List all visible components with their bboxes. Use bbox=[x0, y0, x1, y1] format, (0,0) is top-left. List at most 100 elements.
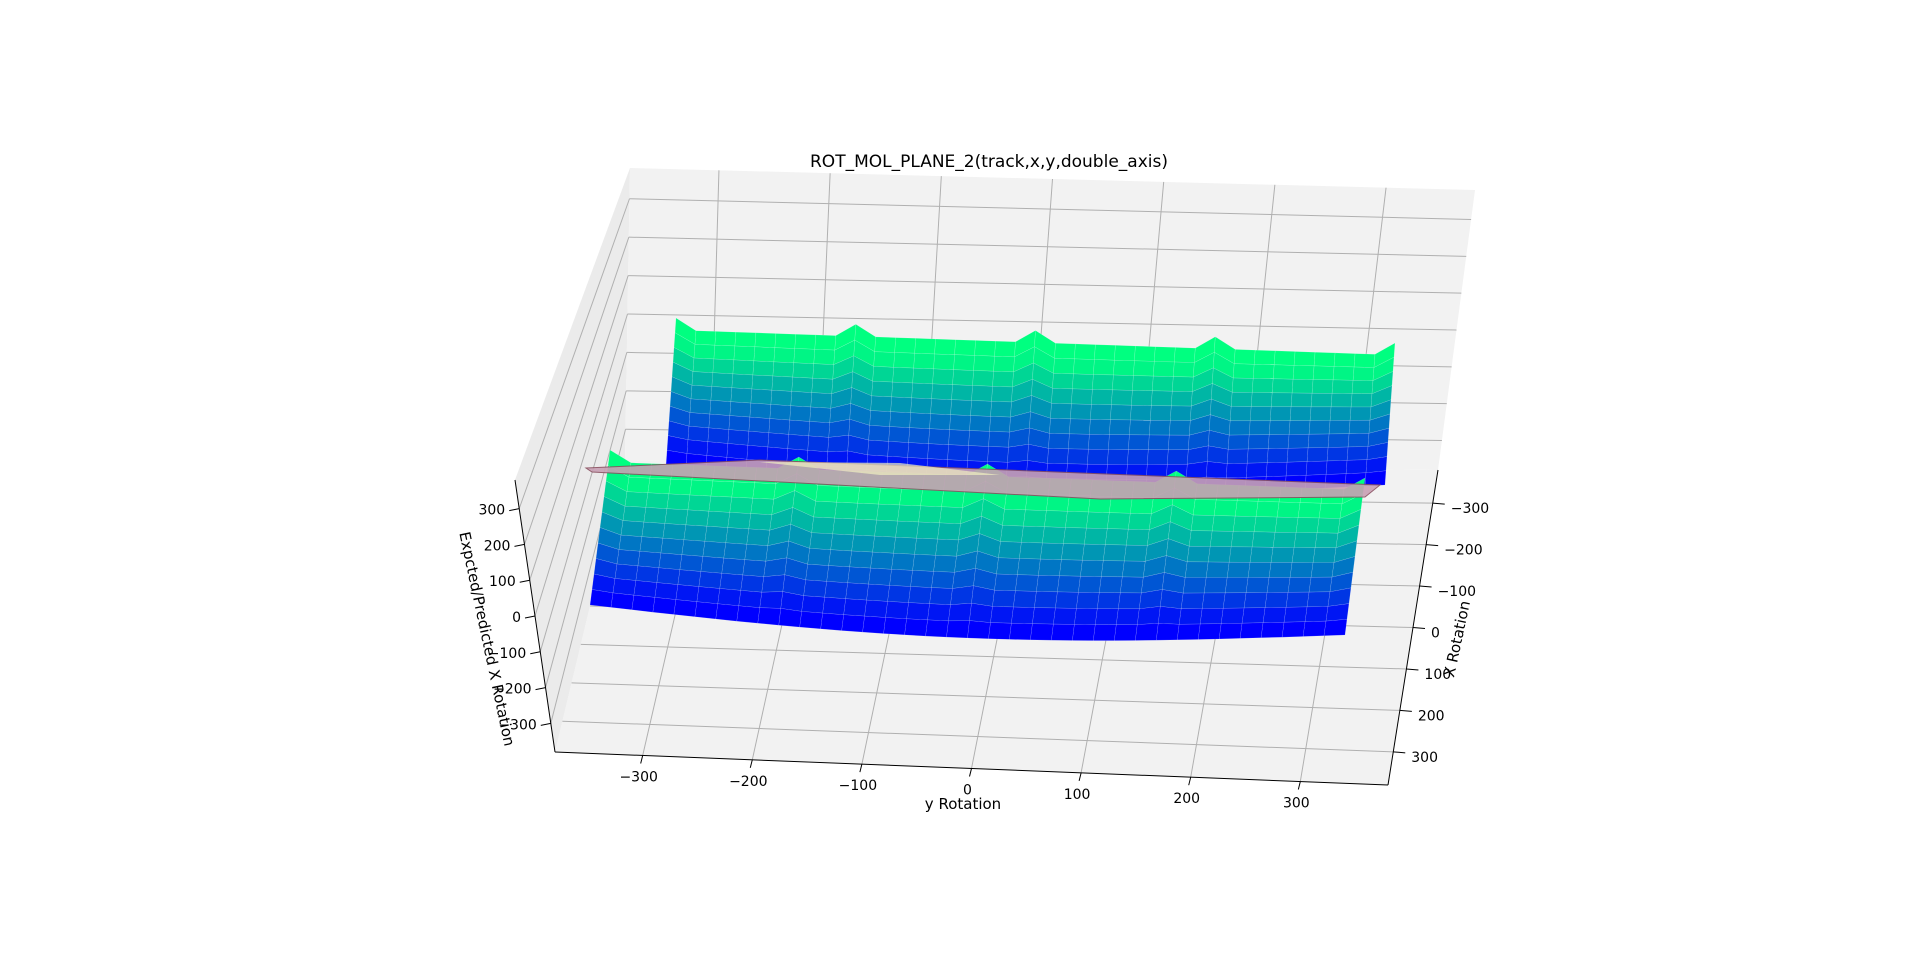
x-tick-label: 300 bbox=[1283, 796, 1310, 812]
surface-facet bbox=[990, 401, 1012, 418]
surface-facet bbox=[1305, 460, 1328, 476]
surface-facet bbox=[855, 502, 879, 521]
surface-facet bbox=[827, 434, 850, 453]
surface-facet bbox=[790, 391, 813, 408]
x-tick bbox=[1188, 777, 1192, 786]
surface-facet bbox=[836, 486, 860, 504]
grid-line-z-side bbox=[534, 313, 628, 617]
surface-facet bbox=[1184, 561, 1209, 578]
surface-facet bbox=[1097, 592, 1121, 610]
surface-facet bbox=[1011, 606, 1035, 624]
surface-facet bbox=[732, 359, 755, 376]
surface-facet bbox=[1323, 619, 1348, 636]
surface-facet bbox=[1180, 592, 1205, 609]
surface-facet bbox=[778, 608, 802, 628]
surface-facet bbox=[675, 584, 700, 602]
surface-facet bbox=[805, 563, 829, 582]
surface-facet bbox=[622, 505, 647, 523]
surface-facet bbox=[1078, 575, 1102, 593]
surface-facet bbox=[694, 601, 719, 620]
y-tick-label: −200 bbox=[1444, 543, 1482, 559]
surface-facet bbox=[1091, 389, 1113, 406]
surface-facet bbox=[988, 431, 1010, 448]
surface-facet bbox=[893, 352, 915, 369]
surface-facet bbox=[932, 368, 954, 385]
surface-facet bbox=[812, 363, 835, 380]
surface-facet bbox=[1251, 378, 1274, 394]
surface-facet bbox=[970, 400, 992, 417]
surface-facet bbox=[868, 425, 890, 442]
surface-facet bbox=[1222, 592, 1247, 609]
surface-facet bbox=[1114, 345, 1136, 362]
surface-facet bbox=[1186, 545, 1211, 563]
surface-facet bbox=[652, 597, 677, 615]
surface-facet bbox=[1289, 562, 1314, 578]
surface-facet bbox=[733, 345, 756, 362]
surface-facet bbox=[1086, 511, 1110, 529]
surface-facet bbox=[740, 574, 765, 593]
surface-facet bbox=[969, 602, 993, 623]
surface-facet bbox=[1082, 543, 1106, 561]
y-tick bbox=[1412, 627, 1426, 629]
surface-facet bbox=[1173, 361, 1195, 378]
surface-facet bbox=[794, 333, 817, 350]
surface-facet bbox=[935, 538, 959, 557]
surface-facet bbox=[746, 445, 769, 462]
surface-facet bbox=[890, 396, 912, 414]
surface-facet bbox=[1276, 501, 1301, 518]
surface-facet bbox=[1076, 592, 1100, 609]
surface-facet bbox=[1101, 560, 1125, 578]
surface-facet bbox=[589, 589, 614, 608]
surface-facet bbox=[1326, 446, 1349, 462]
surface-facet bbox=[862, 615, 886, 634]
surface-facet bbox=[870, 395, 892, 412]
surface-facet bbox=[1167, 449, 1189, 465]
surface-facet bbox=[1048, 433, 1070, 450]
surface-facet bbox=[1308, 576, 1333, 593]
surface-facet bbox=[1074, 343, 1096, 360]
surface-facet bbox=[809, 406, 832, 424]
grid-line-z bbox=[629, 198, 1472, 220]
surface-facet bbox=[1021, 525, 1045, 544]
surface-facet bbox=[1205, 561, 1230, 578]
x-tick-label: −100 bbox=[839, 778, 877, 794]
surface-facet bbox=[1000, 525, 1024, 543]
surface-facet bbox=[1072, 373, 1094, 390]
surface-facet bbox=[907, 442, 929, 459]
y-axis-label: X Rotation bbox=[1440, 599, 1474, 679]
surface-facet bbox=[1109, 419, 1131, 436]
surface-facet bbox=[686, 439, 709, 456]
surface-facet bbox=[1002, 508, 1026, 527]
surface-facet bbox=[867, 439, 889, 457]
surface-facet bbox=[813, 500, 837, 519]
surface-facet bbox=[712, 358, 735, 375]
surface-facet bbox=[1130, 404, 1152, 421]
surface-facet bbox=[939, 506, 963, 525]
surface-facet bbox=[751, 374, 774, 391]
reference-plane-highlight bbox=[760, 462, 1000, 475]
surface-facet bbox=[696, 586, 721, 605]
surface-facet bbox=[1293, 351, 1316, 367]
surface-facet bbox=[773, 347, 796, 364]
surface-facet bbox=[909, 412, 931, 429]
surface-facet bbox=[683, 524, 708, 542]
surface-facet bbox=[1353, 353, 1376, 368]
surface-facet bbox=[1065, 511, 1089, 529]
surface-facet bbox=[1266, 448, 1289, 463]
surface-facet bbox=[1346, 446, 1369, 461]
surface-facet bbox=[752, 360, 775, 377]
surface-facet bbox=[1312, 547, 1337, 563]
surface-facet bbox=[973, 355, 995, 372]
surface-facet bbox=[714, 331, 737, 347]
surface-facet bbox=[974, 340, 996, 357]
reference-plane bbox=[584, 459, 1382, 500]
surface-facet bbox=[668, 478, 693, 496]
tick-marks bbox=[509, 502, 1445, 790]
surface-facet bbox=[874, 519, 898, 538]
y-tick-label: 200 bbox=[1418, 708, 1445, 724]
surface-facet bbox=[950, 585, 974, 605]
surface-facet bbox=[1071, 388, 1093, 405]
surface-facet bbox=[1249, 546, 1274, 563]
surface-facet bbox=[1348, 419, 1371, 434]
surface-facet bbox=[1148, 434, 1170, 451]
